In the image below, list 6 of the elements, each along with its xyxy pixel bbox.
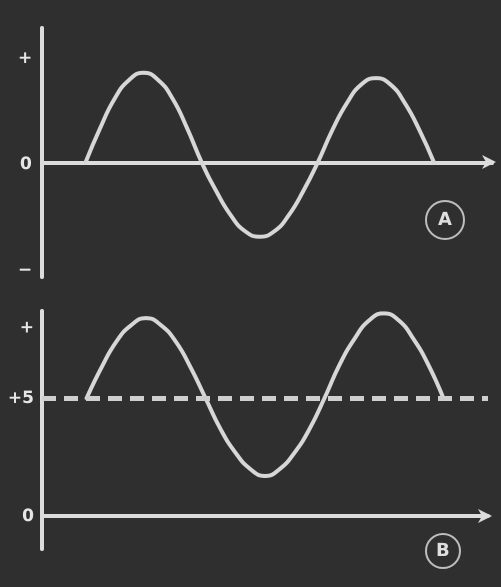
- y-tick-label: +: [20, 317, 34, 338]
- y-tick-label: 0: [22, 506, 34, 526]
- text: −: [18, 260, 32, 280]
- annotation: B: [436, 540, 450, 561]
- annotation: A: [438, 209, 452, 230]
- y-tick-label: +5: [8, 388, 34, 408]
